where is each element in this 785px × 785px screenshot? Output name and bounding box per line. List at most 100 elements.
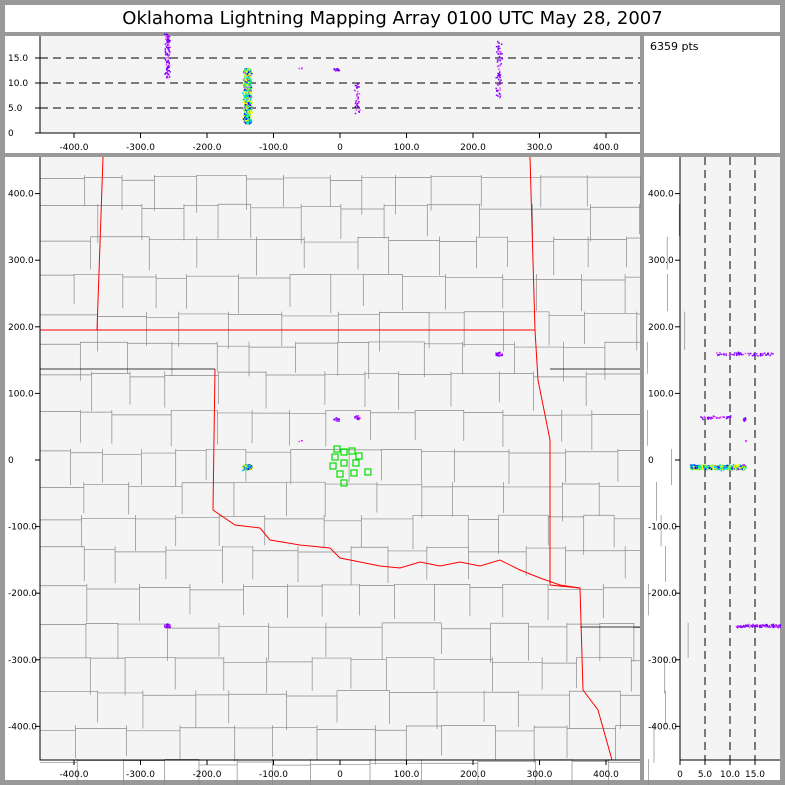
source-point — [738, 464, 740, 466]
source-point — [708, 468, 711, 471]
source-point — [497, 53, 500, 55]
source-point — [165, 67, 168, 70]
source-point — [497, 83, 500, 86]
source-point — [764, 626, 767, 628]
source-point — [716, 352, 718, 354]
source-point — [165, 62, 168, 64]
altitude-plot-area — [40, 36, 640, 133]
county-lines — [40, 175, 689, 785]
source-point — [721, 468, 724, 471]
tick-label: 100.0 — [8, 389, 34, 399]
source-point — [692, 467, 695, 469]
source-point — [242, 94, 245, 96]
source-point — [247, 105, 250, 108]
source-point — [166, 61, 169, 63]
source-point — [697, 468, 699, 471]
tick-label: -400.0 — [8, 722, 37, 732]
source-point — [245, 463, 247, 466]
source-point — [247, 71, 250, 74]
source-point — [243, 101, 246, 104]
station-marker — [340, 448, 348, 456]
source-point — [166, 626, 169, 628]
source-point — [165, 33, 168, 35]
source-point — [777, 627, 780, 629]
source-point — [248, 74, 250, 77]
source-point — [248, 86, 250, 88]
source-point — [497, 95, 499, 97]
source-point — [728, 416, 730, 418]
source-point — [165, 53, 168, 55]
source-point — [498, 75, 501, 77]
source-point — [246, 71, 249, 74]
source-point — [762, 353, 764, 356]
source-point — [732, 463, 735, 466]
source-point — [248, 89, 251, 91]
source-point — [301, 67, 303, 69]
source-point — [499, 51, 501, 53]
source-point — [248, 109, 250, 111]
source-point — [244, 78, 246, 81]
source-point — [707, 418, 709, 420]
lightning-sources — [164, 33, 782, 629]
tick-label: 100.0 — [394, 770, 420, 780]
source-point — [739, 624, 742, 627]
source-point — [499, 89, 502, 91]
source-point — [168, 625, 171, 628]
source-point — [498, 47, 501, 50]
source-point — [723, 468, 726, 470]
source-point — [169, 71, 171, 73]
source-point — [167, 42, 170, 44]
source-point — [245, 118, 248, 121]
source-point — [714, 465, 717, 467]
source-point — [495, 45, 498, 48]
source-point — [696, 467, 698, 469]
source-point — [245, 95, 247, 98]
source-point — [167, 67, 169, 69]
source-point — [249, 468, 252, 471]
source-point — [737, 353, 740, 356]
source-point — [718, 466, 720, 468]
source-point — [167, 69, 170, 72]
source-point — [729, 415, 732, 417]
station-marker — [364, 468, 372, 476]
source-point — [245, 70, 247, 73]
source-point — [498, 65, 500, 67]
source-point — [247, 466, 250, 469]
source-point — [356, 104, 359, 107]
tick-label: -300.0 — [8, 656, 37, 666]
tick-label: -300.0 — [126, 143, 155, 153]
source-point — [723, 466, 726, 469]
source-point — [496, 61, 499, 63]
tick-label: -100.0 — [259, 770, 288, 780]
source-point — [249, 119, 252, 121]
source-point — [703, 466, 705, 469]
source-point — [357, 102, 359, 105]
source-point — [355, 415, 357, 417]
source-point — [762, 352, 764, 354]
source-point — [499, 353, 501, 355]
source-point — [501, 53, 503, 55]
source-point — [495, 89, 498, 92]
source-point — [498, 70, 501, 72]
source-point — [247, 103, 250, 105]
tick-label: 300.0 — [527, 143, 553, 153]
source-point — [250, 94, 252, 97]
source-point — [251, 72, 253, 75]
source-point — [247, 88, 250, 91]
source-point — [755, 353, 758, 355]
source-point — [249, 96, 251, 99]
source-point — [354, 102, 357, 104]
source-point — [301, 439, 303, 442]
source-point — [356, 418, 359, 420]
source-point — [498, 42, 500, 44]
source-point — [495, 76, 497, 79]
source-point — [164, 43, 167, 45]
source-point — [250, 89, 252, 92]
source-point — [725, 417, 728, 420]
source-point — [700, 416, 702, 418]
source-point — [708, 467, 710, 469]
source-point — [766, 625, 768, 627]
source-point — [354, 97, 357, 99]
source-point — [245, 93, 247, 95]
source-point — [720, 465, 722, 468]
